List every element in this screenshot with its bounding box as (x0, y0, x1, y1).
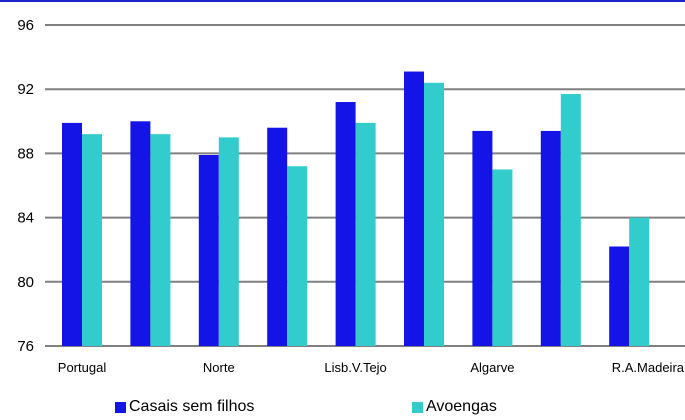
legend-swatch-series-1 (115, 401, 126, 413)
y-tick-label: 80 (17, 274, 34, 291)
bar-series-1-cat-8 (540, 130, 561, 346)
legend: Casais sem filhos Avoengas (0, 398, 685, 420)
bar-series-1-cat-9 (609, 246, 630, 346)
x-category-label: Portugal (58, 360, 107, 375)
top-border (0, 0, 685, 2)
y-tick-label: 92 (17, 81, 34, 98)
bar-series-2-cat-2 (150, 134, 171, 346)
x-category-label: Lisb.V.Tejo (324, 360, 386, 375)
bar-series-2-cat-5 (355, 122, 376, 346)
x-category-label: R.A.Madeira (612, 360, 685, 375)
bar-series-2-cat-3 (218, 137, 239, 346)
bar-series-2-cat-8 (560, 94, 581, 346)
bar-series-2-cat-9 (629, 217, 650, 346)
bar-series-2-cat-6 (424, 82, 444, 346)
x-category-label: Algarve (470, 360, 514, 375)
y-tick-label: 96 (17, 17, 34, 34)
y-tick-label: 84 (17, 210, 34, 227)
legend-label-series-2: Avoengas (426, 398, 497, 415)
bar-series-2-cat-1 (82, 134, 102, 346)
legend-swatch-series-2 (412, 401, 423, 413)
bar-chart: 76 80 84 88 92 96 Portugal Norte Lisb.V.Tejo Alga… (17, 17, 685, 375)
legend-label-series-1: Casais sem filhos (129, 398, 255, 415)
bar-series-1-cat-3 (198, 155, 219, 346)
bar-series-1-cat-5 (335, 102, 356, 346)
y-tick-label: 76 (17, 338, 34, 355)
x-category-label: Norte (203, 360, 235, 375)
bar-series-1-cat-2 (130, 121, 151, 346)
legend-item-series-1: Casais sem filhos (115, 398, 254, 416)
bar-series-1-cat-1 (62, 122, 82, 346)
bar-series-2-cat-4 (287, 166, 308, 346)
legend-item-series-2: Avoengas (412, 398, 497, 416)
y-tick-label: 88 (17, 145, 34, 162)
bar-series-1-cat-6 (404, 71, 424, 347)
bar-series-1-cat-4 (267, 127, 288, 346)
bar-series-2-cat-7 (492, 169, 513, 346)
bar-series-1-cat-7 (472, 130, 493, 346)
